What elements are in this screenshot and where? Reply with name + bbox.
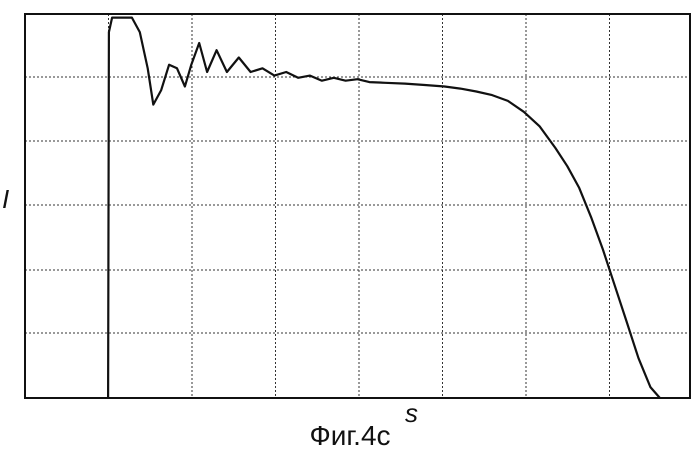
grid	[25, 14, 690, 398]
figure-caption: Фиг.4с	[0, 420, 700, 452]
plot-frame	[25, 14, 690, 398]
y-axis-label: I	[2, 184, 9, 215]
series-line	[108, 18, 660, 398]
